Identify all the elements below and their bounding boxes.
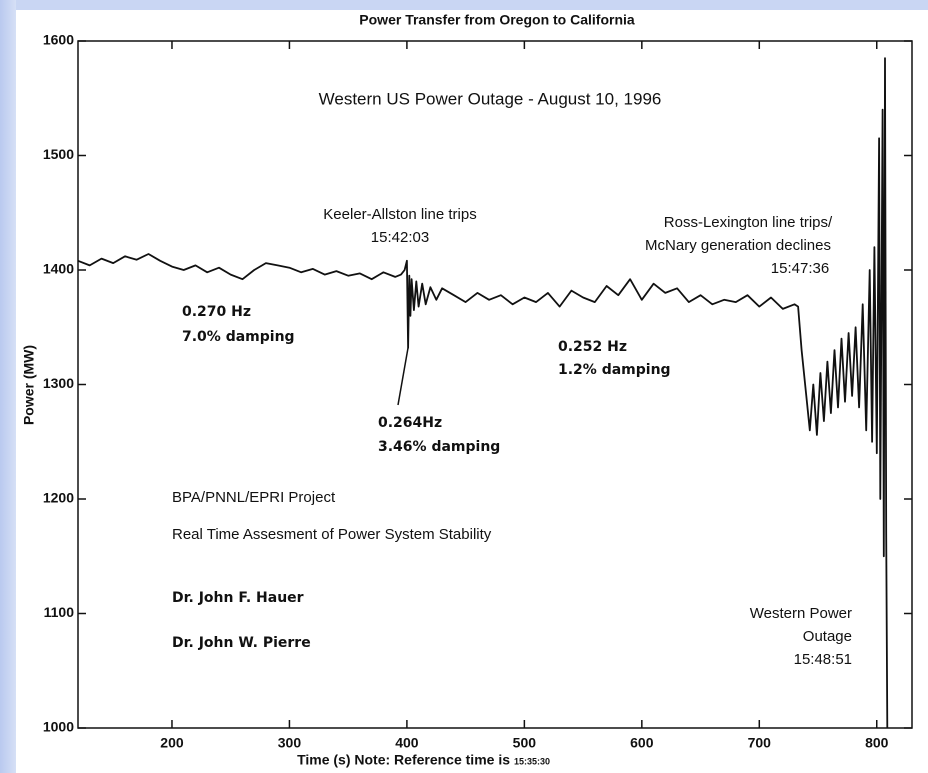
x-axis-note: 15:35:30 (514, 756, 550, 766)
y-tick-label: 1300 (43, 375, 74, 391)
x-tick-label: 200 (160, 735, 184, 751)
x-tick-label: 800 (865, 735, 889, 751)
data-line (77, 57, 889, 729)
annotation: Keeler-Allston line trips (323, 206, 476, 223)
annotation: 15:47:36 (771, 260, 829, 277)
annotation: 0.264Hz (378, 415, 442, 431)
annotation: 0.252 Hz (558, 339, 627, 355)
x-axis-label: Time (s) Note: Reference time is (297, 752, 510, 768)
y-tick-label: 1500 (43, 146, 74, 162)
x-tick-label: 600 (630, 735, 654, 751)
annotation: Dr. John W. Pierre (172, 635, 311, 651)
annotation: Ross-Lexington line trips/ (664, 214, 833, 231)
annotation: 1.2% damping (558, 362, 671, 378)
y-tick-label: 1400 (43, 261, 74, 277)
chart-title: Power Transfer from Oregon to California (359, 12, 635, 28)
y-tick-label: 1000 (43, 719, 74, 735)
chart-subtitle: Western US Power Outage - August 10, 199… (319, 89, 662, 108)
y-tick-label: 1200 (43, 490, 74, 506)
annotation: 3.46% damping (378, 439, 500, 455)
annotation: 7.0% damping (182, 329, 295, 345)
arrow (397, 347, 409, 406)
annotation: 0.270 Hz (182, 304, 251, 320)
annotation: Western Power (750, 605, 852, 622)
annotation: 15:42:03 (371, 229, 429, 246)
annotation: Dr. John F. Hauer (172, 590, 304, 606)
annotation: BPA/PNNL/EPRI Project (172, 489, 336, 506)
page (16, 0, 928, 773)
annotation: Outage (803, 628, 852, 645)
annotation: McNary generation declines (645, 237, 831, 254)
top-band (16, 0, 928, 10)
x-tick-label: 300 (278, 735, 302, 751)
y-axis-label: Power (MW) (21, 345, 37, 425)
x-tick-label: 500 (513, 735, 537, 751)
x-tick-label: 400 (395, 735, 419, 751)
annotation: 15:48:51 (794, 651, 852, 668)
y-tick-label: 1600 (43, 32, 74, 48)
annotation: Real Time Assesment of Power System Stab… (172, 526, 492, 543)
x-tick-label: 700 (748, 735, 772, 751)
y-tick-label: 1100 (44, 604, 75, 620)
